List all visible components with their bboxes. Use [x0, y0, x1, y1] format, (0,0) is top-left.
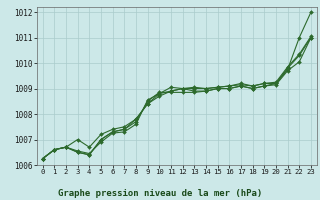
Text: Graphe pression niveau de la mer (hPa): Graphe pression niveau de la mer (hPa) — [58, 189, 262, 198]
